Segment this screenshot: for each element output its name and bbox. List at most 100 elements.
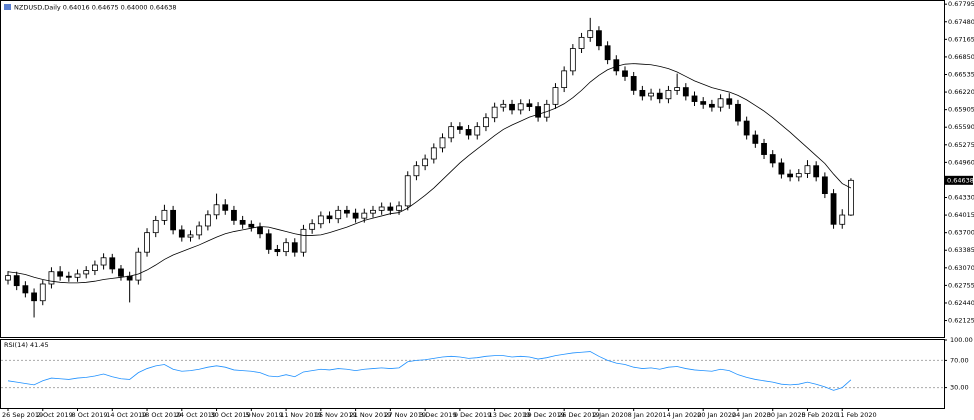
candle-body (387, 206, 394, 211)
rsi-line (7, 351, 852, 391)
candle-body (578, 36, 585, 49)
x-tick-label: 14 Jan 2020 (662, 411, 701, 419)
candle-body (526, 103, 533, 107)
candle-body (682, 87, 689, 97)
candle-body (821, 176, 828, 195)
candle-body (274, 249, 281, 253)
candle-body (769, 154, 776, 164)
candle-body (144, 232, 150, 253)
candle-body (830, 193, 837, 225)
candle-body (344, 209, 350, 214)
y-tick-label: 0.66850 (948, 53, 974, 61)
candle-body (848, 179, 854, 216)
y-tick-label: 0.64960 (948, 158, 974, 166)
x-tick-label: 24 Jan 2020 (732, 411, 771, 419)
candle-body (118, 268, 124, 277)
candle-body (648, 92, 654, 97)
candle-body (535, 106, 541, 118)
y-tick-label: 0.67165 (948, 35, 974, 43)
x-tick-label: 30 Jan 2020 (767, 411, 806, 419)
candle-body (92, 264, 98, 272)
x-tick-label: 5 Feb 2020 (801, 411, 837, 419)
candle-body (474, 126, 481, 136)
candle-body (413, 165, 420, 177)
candle-body (483, 117, 489, 128)
candle-body (517, 103, 524, 111)
candle-body (231, 209, 237, 221)
candle-body (196, 225, 203, 236)
candle-body (630, 76, 637, 91)
candle-body (326, 215, 333, 220)
y-tick-label: 0.67795 (948, 0, 974, 8)
candle-body (109, 257, 116, 270)
x-tick-label: 9 Dec 2019 (454, 411, 491, 419)
candle-body (239, 219, 246, 225)
candle-body (396, 205, 402, 211)
main-frame (0, 0, 945, 338)
candle-body (448, 126, 455, 139)
candle-body (361, 212, 368, 219)
candle-body (761, 142, 767, 155)
candle-body (204, 214, 211, 227)
x-tick-label: 11 Nov 2019 (280, 411, 322, 419)
x-tick-label: 21 Nov 2019 (350, 411, 392, 419)
candle-body (717, 98, 724, 108)
rsi-frame (0, 339, 945, 409)
candle-body (665, 89, 672, 100)
y-tick-label: 0.62755 (948, 281, 974, 289)
candle-body (691, 95, 698, 102)
y-tick-label: 0.65590 (948, 123, 974, 131)
x-tick-label: 3 Dec 2019 (419, 411, 456, 419)
candle-body (100, 257, 107, 266)
candle-body (787, 173, 793, 178)
candle-body (656, 92, 663, 100)
x-tick-label: 26 Dec 2019 (558, 411, 600, 419)
candle-body (309, 223, 316, 230)
candle-body (422, 158, 429, 167)
candle-body (430, 147, 437, 160)
candle-body (708, 103, 715, 108)
candle-body (13, 275, 20, 287)
y-tick-label: 0.66535 (948, 70, 974, 78)
candle-body (178, 229, 185, 238)
candle-body (265, 233, 272, 250)
candle-body (465, 129, 472, 136)
indicator-label: RSI(14) 41.45 (4, 341, 49, 349)
candle-body (813, 165, 820, 178)
y-tick-label: 0.64015 (948, 211, 974, 219)
candle-body (587, 30, 594, 38)
candle-body (317, 215, 324, 225)
y2-tick-label: 70.00 (950, 356, 969, 364)
candle-body (561, 70, 568, 88)
x-tick-label: 2 Jan 2020 (593, 411, 628, 419)
candle-body (248, 223, 255, 228)
x-tick-label: 2 Oct 2019 (37, 411, 73, 419)
x-tick-label: 14 Oct 2019 (106, 411, 146, 419)
x-tick-label: 15 Nov 2019 (315, 411, 357, 419)
candle-body (83, 270, 90, 275)
candle-body (161, 209, 168, 221)
candle-body (569, 48, 576, 72)
x-tick-label: 13 Dec 2019 (489, 411, 531, 419)
candle-body (291, 242, 298, 253)
candle-body (735, 103, 741, 122)
y-tick-label: 0.63700 (948, 229, 974, 237)
candle-body (795, 173, 802, 178)
candle-body (65, 275, 72, 278)
candle-body (743, 120, 750, 136)
candle-body (135, 251, 142, 281)
x-tick-label: 26 Sep 2019 (2, 411, 43, 419)
candle-body (509, 103, 515, 111)
price-box (945, 175, 973, 185)
candle-body (622, 70, 628, 77)
candle-body (213, 204, 220, 216)
y-tick-label: 0.67480 (948, 18, 974, 26)
candle-body (31, 292, 37, 302)
candle-body (300, 228, 307, 253)
candle-body (752, 134, 759, 144)
price-box-label: 0.64638 (947, 176, 974, 184)
candle-body (152, 219, 159, 234)
candle-body (613, 59, 620, 72)
x-tick-label: 24 Oct 2019 (176, 411, 216, 419)
